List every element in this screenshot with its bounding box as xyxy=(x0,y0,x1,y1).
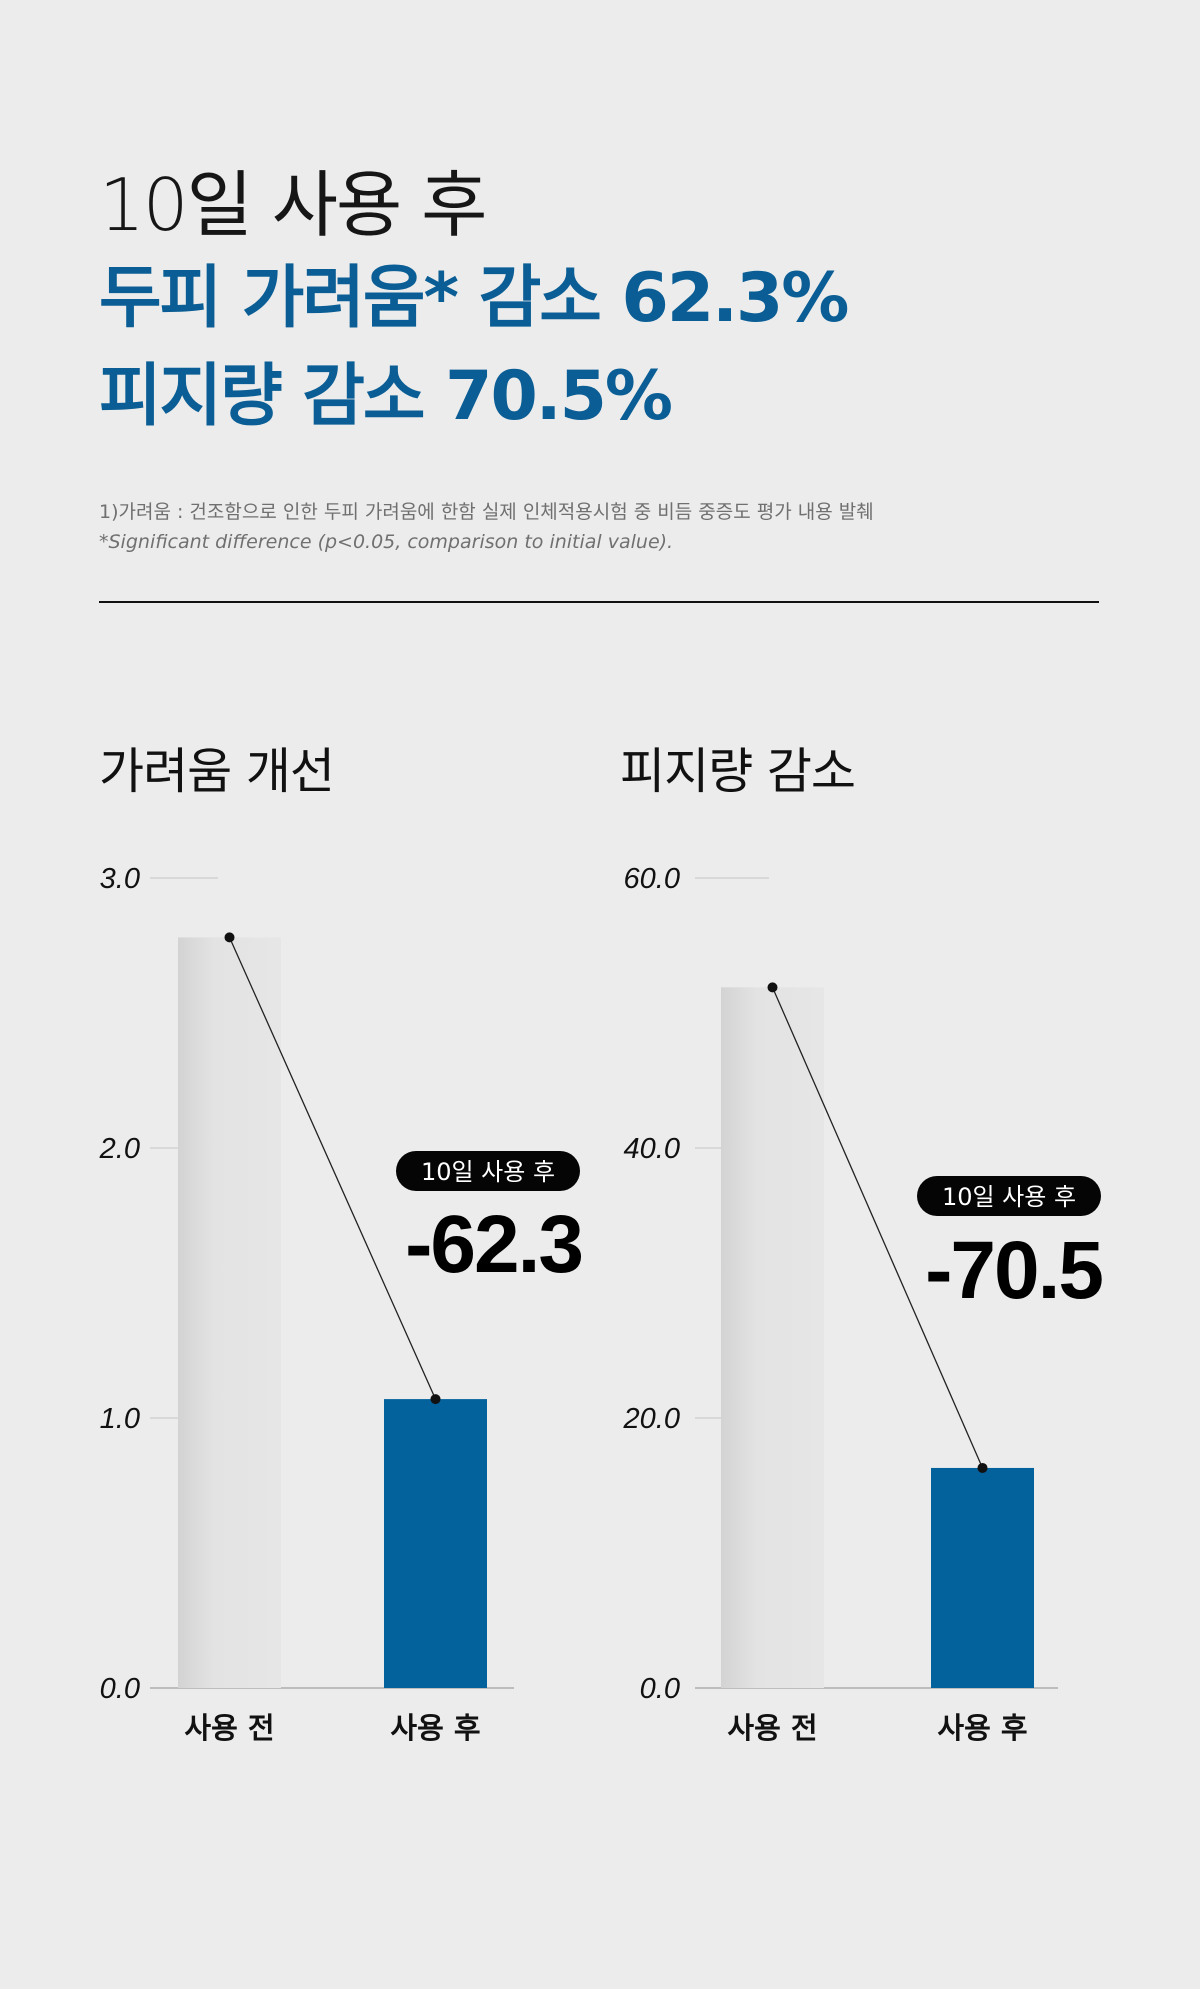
data-point xyxy=(224,932,235,943)
category-label: 사용 후 xyxy=(937,1711,1027,1745)
data-point xyxy=(977,1462,988,1473)
category-label: 사용 후 xyxy=(390,1711,480,1745)
headline-itch-reduction: 두피 가려움* 감소 62.3% xyxy=(99,259,849,338)
y-tick-label: 40.0 xyxy=(624,1133,680,1165)
period-badge xyxy=(917,1176,1101,1216)
chart-sebum: 0.0 20.0 40.0 60.0 사용 전 사용 후 10일 사용 후 -70.5 xyxy=(623,863,1105,1745)
period-badge-label: 10일 사용 후 xyxy=(421,1158,555,1186)
footnotes: 1)가려움 : 건조함으로 인한 두피 가려움에 한함 실제 인체적용시험 중 … xyxy=(99,497,874,557)
y-tick-label: 20.0 xyxy=(623,1403,680,1435)
bar-before xyxy=(721,987,824,1688)
data-point xyxy=(430,1394,441,1405)
y-tick-label: 0.0 xyxy=(100,1673,140,1705)
section-divider xyxy=(99,601,1099,603)
bar-after xyxy=(384,1399,487,1688)
footnote-significance: *Significant difference (p<0.05, compari… xyxy=(99,531,674,553)
connector-line xyxy=(771,987,984,1469)
period-badge-label: 10일 사용 후 xyxy=(942,1183,1076,1211)
bar-after xyxy=(931,1467,1034,1688)
chart-itch: 0.0 1.0 2.0 3.0 사용 전 사용 후 10일 사용 후 -62.3 xyxy=(99,863,584,1745)
y-tick-label: 60.0 xyxy=(624,863,680,895)
y-tick-label: 3.0 xyxy=(100,863,140,895)
headline-sebum-reduction: 피지량 감소 70.5% xyxy=(99,357,673,436)
y-tick-label: 2.0 xyxy=(99,1133,140,1165)
footnote-korean: 1)가려움 : 건조함으로 인한 두피 가려움에 한함 실제 인체적용시험 중 … xyxy=(99,501,874,523)
data-point xyxy=(767,982,778,993)
headline: 10일 사용 후 두피 가려움* 감소 62.3% 피지량 감소 70.5% xyxy=(99,160,1099,446)
bar-before xyxy=(178,937,281,1688)
category-label: 사용 전 xyxy=(727,1711,817,1745)
y-tick-label: 0.0 xyxy=(640,1673,680,1705)
category-label: 사용 전 xyxy=(184,1711,274,1745)
reduction-value: -62.3 xyxy=(405,1199,582,1290)
chart-title-sebum: 피지량 감소 xyxy=(620,743,856,800)
reduction-value: -70.5 xyxy=(925,1225,1102,1316)
y-tick-label: 1.0 xyxy=(100,1403,140,1435)
headline-period: 10일 사용 후 xyxy=(99,163,487,247)
chart-title-itch: 가려움 개선 xyxy=(99,743,335,800)
connector-line xyxy=(228,937,437,1400)
period-badge xyxy=(396,1151,580,1191)
